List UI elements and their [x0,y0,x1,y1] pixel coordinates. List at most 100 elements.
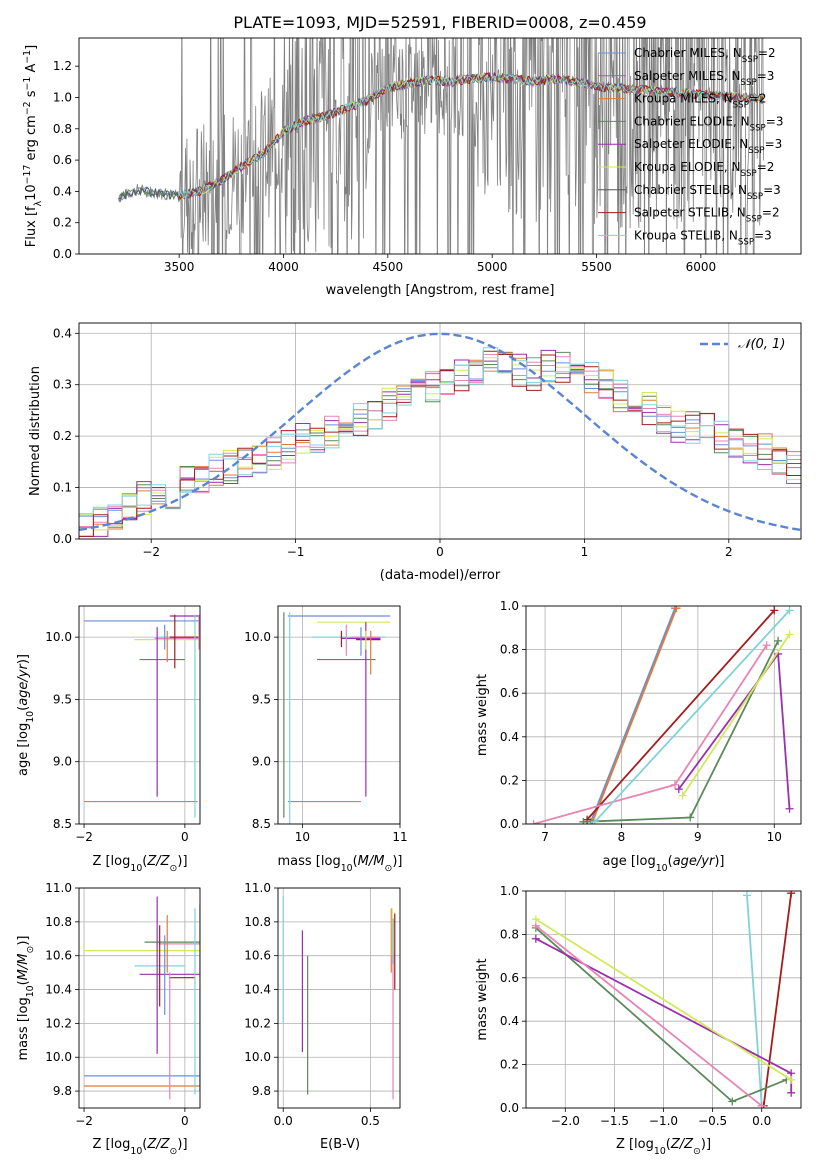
weight-vs-Z-marker [787,1088,796,1097]
spectrum-ytick-label: 0.4 [53,184,72,198]
mass-vs-ebv-ytick-label: 9.8 [252,1084,271,1098]
spectrum-model-7 [178,72,764,201]
spectrum-ytick-label: 0.2 [53,216,72,230]
weight-vs-age-marker [672,606,681,613]
mass-vs-ebv-xtick-label: 0.5 [361,1114,380,1128]
mass-vs-ebv-xlabel: E(B-V) [320,1137,360,1152]
residuals-xtick-label: −2 [142,545,160,559]
weight-vs-age-ytick-label: 0.6 [500,686,519,700]
mass-vs-Z-ytick-label: 10.8 [45,915,72,929]
spectrum-xlabel: wavelength [Angstrom, rest frame] [326,283,555,298]
hist-step-6 [79,350,801,537]
mass-vs-Z-xtick-label: −2 [75,1114,93,1128]
weight-vs-Z-marker [531,915,540,924]
weight-vs-Z-ytick-label: 0.4 [500,1014,519,1028]
weight-vs-age-marker [579,817,588,824]
spectrum-model-8 [178,71,764,200]
legend-entry-3: Chabrier ELODIE, NSSP=3 [634,114,783,133]
weight-vs-age-series-6 [681,633,791,797]
weight-vs-age-xtick-label: 9 [694,830,702,844]
weight-vs-Z-ytick-label: 0.0 [500,1101,519,1115]
legend-entry-5: Kroupa ELODIE, NSSP=2 [634,160,774,179]
legend-entry-0: Chabrier MILES, NSSP=2 [634,46,776,65]
weight-vs-Z-xtick-label: 0.0 [752,1114,771,1128]
weight-vs-age-plot-area [529,606,794,824]
normal-curve [79,332,801,532]
age-vs-Z-plot-area [84,614,200,818]
spectrum-xtick-label: 4500 [373,260,404,274]
weight-vs-age-series-1 [591,607,678,823]
weight-vs-age-xlabel: age [log10(age/yr)] [602,854,724,874]
weight-vs-Z-series-5 [535,918,792,1081]
residuals-ytick-label: 0.0 [53,532,72,546]
spectrum-data-line [118,38,764,254]
age-vs-mass-xlabel: mass [log10(M/M⊙)] [278,854,403,874]
residuals-xtick-label: 0 [436,545,444,559]
mass-vs-ebv-xtick-label: 0.0 [274,1114,293,1128]
weight-vs-age-marker [670,780,679,789]
mass-vs-ebv-frame [277,887,401,1109]
mass-vs-ebv-ytick-label: 10.0 [244,1050,271,1064]
hist-frame [78,322,802,540]
weight-vs-Z-frame [525,890,802,1109]
mass-vs-ebv-ytick-label: 10.2 [244,1016,271,1030]
weight-vs-age-marker [785,606,794,615]
legend-entry-8: Kroupa STELIB, NSSP=3 [634,228,772,247]
age-vs-Z-ytick-label: 10.0 [45,630,72,644]
hist-step-7 [79,347,801,515]
mass-vs-Z-ytick-label: 10.4 [45,983,72,997]
age-vs-mass-ytick-label: 9.0 [252,755,271,769]
hist-ylabel: Normed distribution [28,366,43,496]
spectrum-ytick-label: 0.6 [53,153,72,167]
spectrum-ytick-label: 0.0 [53,247,72,261]
spectrum-plot-area [118,38,764,254]
residuals-ytick-label: 0.4 [53,326,72,340]
weight-vs-Z-plot-area [531,891,796,1108]
weight-vs-Z-axes: −2.0 −1.5 −1.0 −0.5 0.0 0.0 0.2 0.4 0.6 0.8 1.0 [500,884,801,1128]
mass-vs-Z-xlabel: Z [log10(Z/Z⊙)] [92,1137,187,1157]
weight-vs-age-xtick-label: 10 [767,830,782,844]
weight-vs-Z-marker [742,891,751,900]
weight-vs-Z-marker [757,1101,766,1108]
mass-vs-Z-ytick-label: 11.0 [45,881,72,895]
weight-vs-Z-ylabel: mass weight [475,958,490,1040]
mass-vs-Z-ylabel: mass [log10(M/M⊙)] [16,936,36,1061]
spectrum-ytick-label: 1.2 [53,59,72,73]
spectrum-ytick-label: 1.0 [53,90,72,104]
age-vs-mass-ytick-label: 8.5 [252,817,271,831]
weight-vs-age-marker [770,606,779,615]
weight-vs-Z-xtick-label: −1.5 [600,1114,629,1128]
age-vs-mass-ytick-label: 10.0 [244,630,271,644]
weight-vs-Z-xtick-label: −2.0 [551,1114,580,1128]
mass-vs-Z-ytick-label: 9.8 [53,1084,72,1098]
mass-vs-Z-axes: −2 0 9.8 10.0 10.2 10.4 10.6 10.8 11.0 [45,881,200,1128]
weight-vs-age-marker [686,813,695,822]
age-vs-Z-ytick-label: 8.5 [53,817,72,831]
spectrum-axes: 3500 4000 4500 5000 5500 6000 0.0 0.2 0.4 0.6 0.8 1… [53,59,716,274]
hist-legend-label: 𝒩(0, 1) [738,337,785,352]
residuals-xtick-label: 2 [725,545,733,559]
figure-title: PLATE=1093, MJD=52591, FIBERID=0008, z=0… [233,13,646,32]
weight-vs-age-marker [785,804,794,813]
weight-vs-Z-marker [531,934,540,943]
weight-vs-Z-ytick-label: 0.2 [500,1058,519,1072]
weight-vs-Z-series-4 [535,924,763,1107]
spectrum-xtick-label: 4000 [268,260,299,274]
age-vs-Z-ytick-label: 9.5 [53,692,72,706]
mass-vs-Z-ytick-label: 10.0 [45,1050,72,1064]
residuals-ytick-label: 0.1 [53,481,72,495]
spectrum-ylabel: Flux [fλ10−17 erg cm−2 s−1 A−1] [22,45,44,247]
legend-entry-6: Chabrier STELIB, NSSP=3 [634,183,781,202]
weight-vs-age-ytick-label: 0.8 [500,643,519,657]
legend-entry-1: Salpeter MILES, NSSP=3 [634,69,774,88]
age-vs-Z-xtick-label: 0 [181,830,189,844]
weight-vs-age-marker [774,636,783,645]
mass-vs-ebv-plot-area [282,896,396,1100]
residuals-xtick-label: 1 [581,545,589,559]
mass-vs-Z-ytick-label: 10.2 [45,1016,72,1030]
mass-vs-Z-plot-area [84,896,200,1100]
spectrum-legend: Chabrier MILES, NSSP=2 Salpeter MILES, NS… [598,46,783,247]
weight-vs-Z-series-0 [746,895,763,1106]
weight-vs-age-ytick-label: 0.4 [500,730,519,744]
weight-vs-Z-ytick-label: 0.6 [500,971,519,985]
